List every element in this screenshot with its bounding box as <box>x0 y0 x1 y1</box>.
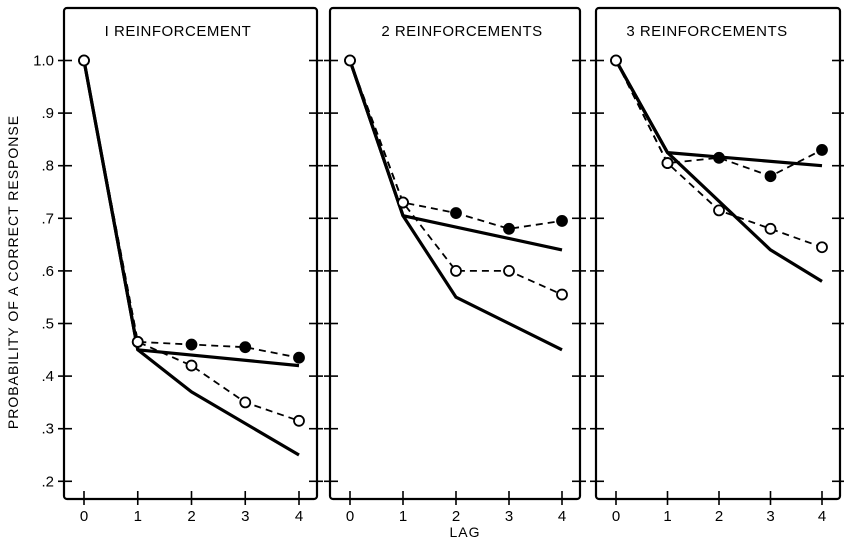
y-tick-label: .8 <box>41 158 54 175</box>
chart-panel-3: 3 REINFORCEMENTS 0 1 2 3 4 <box>590 6 844 525</box>
x-tick-label: 0 <box>612 508 620 525</box>
data-point-filled <box>764 170 777 183</box>
data-point-open <box>556 288 568 301</box>
x-tick-label: 1 <box>663 508 671 525</box>
x-tick-label: 1 <box>134 508 142 525</box>
chart-panel-1: I REINFORCEMENT 1.0 .9 .8 .7 .6 .5 .4 .3 .2 0 1 2 3 4 <box>33 6 323 525</box>
x-tick-label: 0 <box>346 508 354 525</box>
x-tick-label: 3 <box>241 508 249 525</box>
data-point-open <box>610 54 622 67</box>
series-line-solid-lower <box>82 60 300 457</box>
data-point-filled <box>713 151 725 164</box>
y-tick-label: .6 <box>41 263 54 280</box>
panel-frame <box>328 6 582 501</box>
y-tick-label: .3 <box>41 421 54 438</box>
data-point-open <box>816 241 828 254</box>
data-point-open <box>239 396 252 409</box>
panel-title: I REINFORCEMENT <box>105 23 252 40</box>
y-tick-label: .5 <box>41 316 54 333</box>
x-tick-label: 4 <box>818 508 826 525</box>
chart-panel-2: 2 REINFORCEMENTS 0 1 2 3 4 <box>324 6 586 525</box>
x-tick-label: 2 <box>715 508 723 525</box>
x-tick-label: 1 <box>399 508 407 525</box>
data-point-filled <box>185 338 198 351</box>
panel-frame <box>594 6 842 501</box>
data-point-open <box>661 157 674 169</box>
x-tick-label: 3 <box>766 508 774 525</box>
data-point-open <box>713 204 725 217</box>
y-tick-label: .9 <box>41 105 54 122</box>
data-point-open <box>450 264 462 277</box>
panel-title: 3 REINFORCEMENTS <box>626 23 787 40</box>
x-tick-label: 4 <box>558 508 566 525</box>
data-point-open <box>78 54 90 67</box>
data-point-open <box>764 222 777 235</box>
y-tick-label: .2 <box>41 473 54 490</box>
data-point-filled <box>816 144 828 156</box>
x-tick-label: 2 <box>452 508 460 525</box>
y-tick-label: .7 <box>41 210 54 227</box>
data-point-filled <box>293 351 305 364</box>
y-axis-label: PROBABILITY OF A CORRECT RESPONSE <box>5 115 21 429</box>
x-tick-label: 3 <box>505 508 513 525</box>
data-point-open <box>131 336 144 348</box>
x-axis-label: LAG <box>449 524 480 540</box>
series-line-dashed-filled-circles <box>83 60 300 359</box>
x-tick-label: 4 <box>295 508 303 525</box>
y-tick-label: 1.0 <box>33 53 54 70</box>
panel-frame <box>62 6 319 501</box>
y-tick-label: .4 <box>41 368 54 385</box>
data-point-filled <box>450 207 462 219</box>
series-line-dashed-open-circles <box>349 60 563 296</box>
data-point-open <box>397 196 409 209</box>
series-line-solid-lower <box>348 59 563 352</box>
panel-title: 2 REINFORCEMENTS <box>381 23 542 40</box>
data-point-filled <box>503 222 515 235</box>
data-point-open <box>293 414 305 427</box>
data-point-filled <box>556 215 568 227</box>
series-line-solid-lower <box>614 59 823 283</box>
data-point-open <box>503 264 515 277</box>
data-point-open <box>344 54 356 67</box>
x-tick-label: 0 <box>80 508 88 525</box>
x-tick-label: 2 <box>187 508 195 525</box>
data-point-filled <box>239 341 252 354</box>
data-point-open <box>185 359 198 372</box>
series-line-solid-upper <box>82 60 300 368</box>
